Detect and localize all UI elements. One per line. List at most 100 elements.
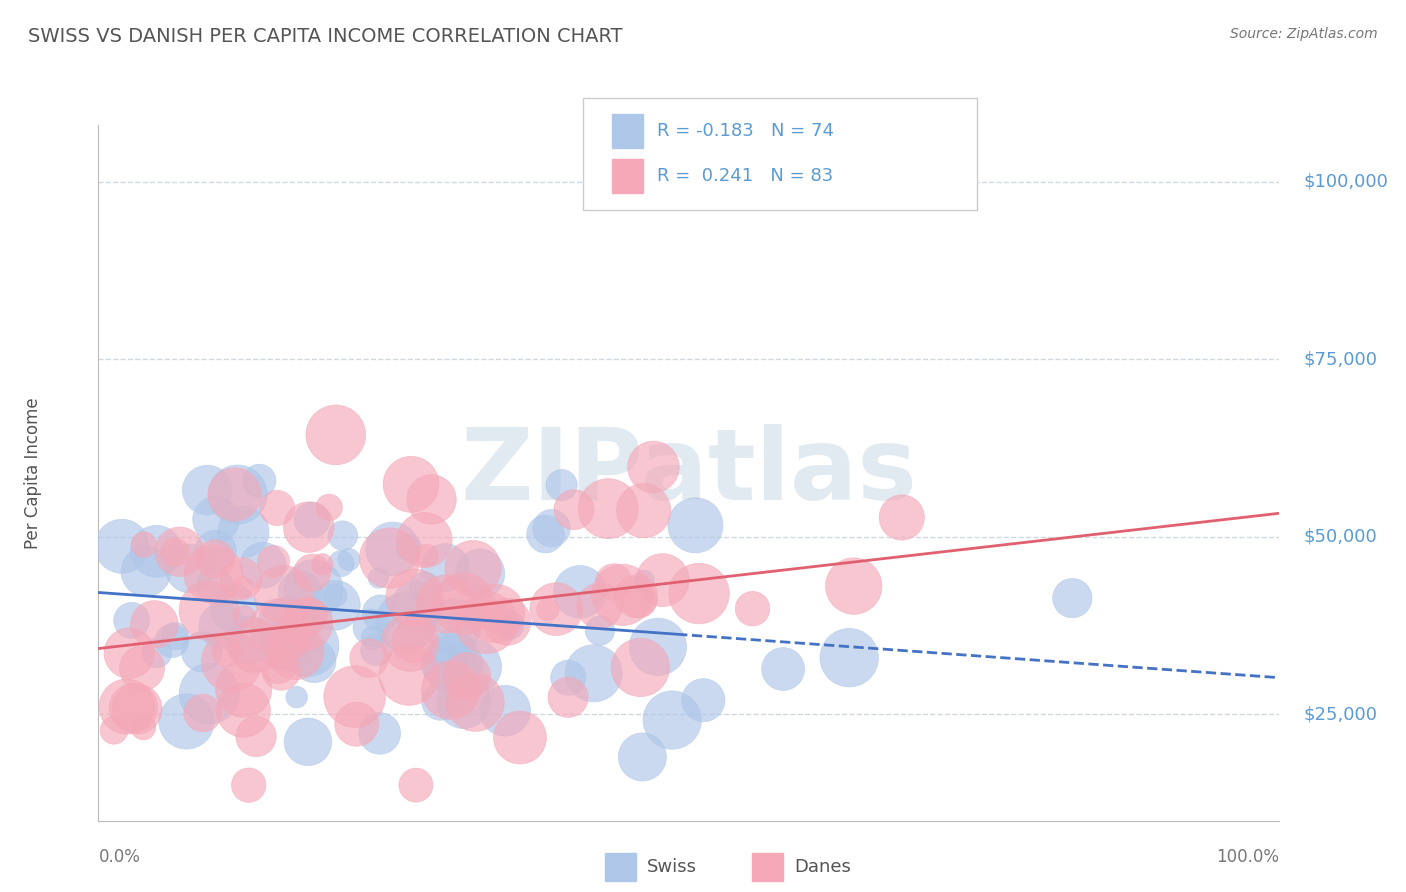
Point xyxy=(323,599,346,613)
Point xyxy=(381,541,404,556)
Point xyxy=(360,620,382,634)
Point xyxy=(772,662,794,676)
Point xyxy=(145,544,167,558)
Point xyxy=(302,654,325,668)
Point xyxy=(278,633,301,648)
Point xyxy=(269,622,291,636)
Point xyxy=(311,558,333,572)
Point xyxy=(103,723,125,738)
Point xyxy=(343,690,366,704)
Point xyxy=(370,606,392,620)
Text: 0.0%: 0.0% xyxy=(98,848,141,866)
Point xyxy=(263,554,285,568)
Point xyxy=(588,599,610,613)
Point xyxy=(297,639,319,653)
Point xyxy=(509,731,531,745)
Point xyxy=(302,582,325,597)
Point xyxy=(568,585,591,599)
Point xyxy=(890,510,912,524)
Point xyxy=(359,651,381,665)
Point xyxy=(211,619,233,633)
Point xyxy=(215,645,238,659)
Point xyxy=(366,643,388,657)
Point xyxy=(398,668,420,682)
Point xyxy=(176,714,198,729)
Point xyxy=(557,671,579,685)
Point xyxy=(399,477,422,491)
Point xyxy=(232,682,254,697)
Point xyxy=(434,597,457,611)
Point xyxy=(198,687,221,701)
Point xyxy=(205,512,228,526)
Point xyxy=(404,591,426,605)
Text: Source: ZipAtlas.com: Source: ZipAtlas.com xyxy=(1230,27,1378,41)
Point xyxy=(628,660,651,674)
Point xyxy=(405,600,427,615)
Text: Per Capita Income: Per Capita Income xyxy=(24,397,42,549)
Text: Danes: Danes xyxy=(794,858,851,876)
Point xyxy=(247,474,270,488)
Point xyxy=(284,644,307,658)
Point xyxy=(325,428,347,442)
Point xyxy=(692,693,714,707)
Point xyxy=(475,615,498,630)
Point xyxy=(456,669,478,683)
Point xyxy=(131,661,153,675)
Point xyxy=(191,706,214,720)
Point xyxy=(330,557,353,571)
Point xyxy=(741,601,763,615)
Point xyxy=(441,620,464,634)
Point xyxy=(416,549,439,563)
Point xyxy=(232,580,254,594)
Point xyxy=(118,646,141,660)
Text: SWISS VS DANISH PER CAPITA INCOME CORRELATION CHART: SWISS VS DANISH PER CAPITA INCOME CORREL… xyxy=(28,27,623,45)
Point xyxy=(297,735,319,749)
Point xyxy=(453,597,475,611)
Point xyxy=(598,501,620,516)
Point xyxy=(125,702,148,716)
Point xyxy=(204,552,226,566)
Point xyxy=(484,607,506,621)
Point xyxy=(395,615,418,629)
Point xyxy=(534,527,557,541)
Point xyxy=(402,633,425,648)
Point xyxy=(557,690,579,705)
Point xyxy=(838,650,860,665)
Point xyxy=(165,629,187,643)
Point xyxy=(468,566,491,581)
Point xyxy=(429,695,451,709)
Point xyxy=(685,518,707,533)
Point xyxy=(273,588,295,602)
Point xyxy=(195,483,218,497)
Point xyxy=(367,571,389,585)
Point xyxy=(298,520,321,534)
Point xyxy=(288,585,311,599)
Point xyxy=(143,617,166,632)
Point xyxy=(550,478,572,492)
Point xyxy=(169,544,191,558)
Point xyxy=(245,730,267,744)
Point xyxy=(546,602,568,616)
Point xyxy=(226,487,249,501)
Point xyxy=(232,524,254,539)
Point xyxy=(121,614,143,628)
Text: $75,000: $75,000 xyxy=(1303,351,1376,368)
Point xyxy=(399,635,422,649)
Point xyxy=(252,558,274,573)
Text: R =  0.241   N = 83: R = 0.241 N = 83 xyxy=(657,168,832,186)
Point xyxy=(463,659,485,673)
Point xyxy=(231,572,253,586)
Point xyxy=(238,778,260,792)
Point xyxy=(233,610,256,624)
Point xyxy=(413,533,436,547)
Point xyxy=(179,561,201,575)
Point xyxy=(270,664,292,678)
Point xyxy=(221,655,243,669)
Point xyxy=(323,589,346,603)
Point xyxy=(562,502,585,516)
Point xyxy=(1062,591,1084,606)
Point xyxy=(337,552,360,566)
Point xyxy=(318,500,340,515)
Point xyxy=(368,726,391,740)
Point xyxy=(434,560,457,574)
